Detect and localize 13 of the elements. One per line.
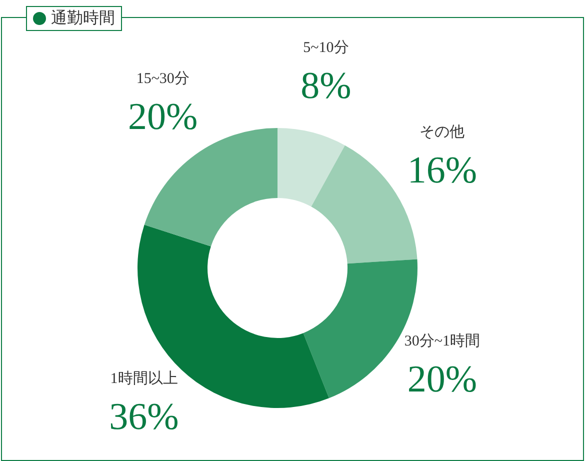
data-label: 16% — [407, 150, 477, 192]
donut-slice — [144, 128, 278, 246]
slice-label: 30分~1時間 — [404, 332, 480, 350]
data-label: 20% — [407, 358, 477, 400]
slice-label: 1時間以上 — [110, 370, 178, 388]
data-label: 8% — [300, 65, 352, 108]
slice-label: 5~10分 — [303, 39, 349, 56]
slice-label: その他 — [420, 124, 465, 141]
chart-title: 通勤時間 — [51, 8, 115, 29]
data-label: 20% — [128, 96, 198, 138]
data-label: 36% — [109, 396, 179, 438]
donut-slice — [278, 128, 345, 207]
slice-label: 15~30分 — [136, 70, 190, 88]
